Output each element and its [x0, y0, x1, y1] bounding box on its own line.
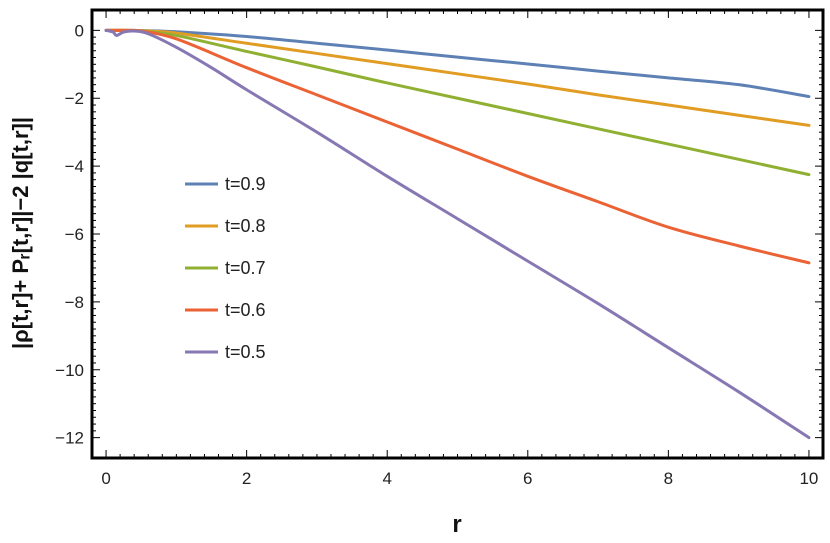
y-tick-label: −10: [55, 361, 84, 380]
series-line-t=0.5: [104, 28, 811, 440]
legend-label: t=0.8: [225, 216, 266, 236]
legend: t=0.9 t=0.8 t=0.7 t=0.6 t=0.5: [185, 174, 266, 362]
x-tick-label: 2: [242, 469, 251, 488]
x-tick-label: 10: [799, 469, 818, 488]
x-tick-label: 8: [664, 469, 673, 488]
y-tick-label: −8: [65, 293, 84, 312]
legend-label: t=0.5: [225, 342, 266, 362]
series-lines: [104, 28, 811, 440]
legend-label: t=0.7: [225, 258, 266, 278]
x-tick-label: 4: [382, 469, 391, 488]
y-tick-label: −6: [65, 225, 84, 244]
x-tick-labels: 0 2 4 6 8 10: [101, 469, 818, 488]
x-axis-title: r: [452, 511, 461, 538]
y-tick-label: 0: [75, 21, 84, 40]
y-tick-label: −2: [65, 89, 84, 108]
series-line-t=0.9: [104, 28, 811, 99]
legend-label: t=0.6: [225, 300, 266, 320]
legend-label: t=0.9: [225, 174, 266, 194]
y-tick-label: −4: [65, 157, 84, 176]
x-tick-label: 6: [523, 469, 532, 488]
y-tick-labels: 0 −2 −4 −6 −8 −10 −12: [55, 21, 84, 447]
y-axis-title: |ρ[t,r]+ Pᵣ[t,r]|−2 |q[t,r]|: [8, 117, 33, 349]
series-line-t=0.6: [104, 28, 811, 265]
plot-frame: [90, 8, 825, 460]
x-tick-label: 0: [101, 469, 110, 488]
y-tick-label: −12: [55, 429, 84, 448]
axis-ticks: [92, 10, 823, 458]
